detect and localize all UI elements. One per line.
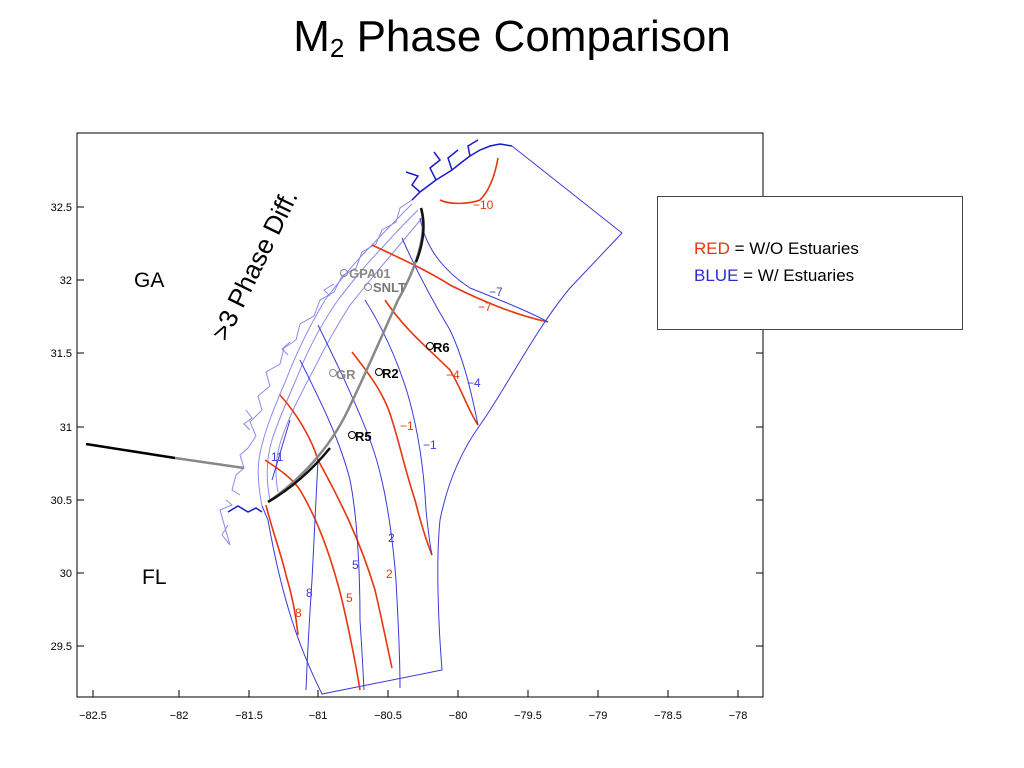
- pointer-line: [85, 442, 176, 460]
- station-label: GR: [336, 367, 356, 382]
- legend-red-row: RED = W/O Estuaries: [694, 239, 859, 259]
- phase-diff-boundary: [267, 207, 425, 504]
- x-tick-label: −80.5: [374, 710, 402, 722]
- red-contour-labels: −10 −7 −4 −1 2 5 8: [295, 198, 494, 620]
- blue-contour-labels: −7 −4 −1 2 5 8 11: [271, 285, 503, 600]
- blue-contours: [271, 217, 549, 691]
- red-contour-label: 2: [386, 567, 393, 581]
- page-title: M2 Phase Comparison: [293, 12, 731, 63]
- legend-red-word: RED: [694, 239, 730, 258]
- red-contour-label: 5: [346, 591, 353, 605]
- legend-blue-row: BLUE = W/ Estuaries: [694, 266, 854, 286]
- red-contours: [264, 157, 549, 691]
- x-tick-label: −80: [449, 710, 468, 722]
- station-label: GPA01: [349, 266, 391, 281]
- x-tick-label: −82.5: [79, 710, 107, 722]
- plot-frame: [76, 132, 764, 698]
- x-tick-label: −82: [170, 710, 189, 722]
- x-tick-label: −78.5: [654, 710, 682, 722]
- station-label: R5: [355, 429, 372, 444]
- station-marker: [329, 369, 337, 377]
- stations: GPA01 SNLT R6 GR R2 R5: [329, 266, 450, 444]
- blue-contour-label: 11: [271, 450, 284, 464]
- x-tick-label: −78: [729, 710, 748, 722]
- station-label: SNLT: [373, 280, 406, 295]
- blue-contour-label: 2: [388, 531, 395, 545]
- legend-blue-text: = W/ Estuaries: [738, 266, 855, 285]
- x-tick-label: −81: [309, 710, 328, 722]
- blue-contour-label: −1: [423, 438, 437, 452]
- state-label-ga: GA: [134, 269, 165, 292]
- red-contour-label: −10: [473, 198, 494, 212]
- station-marker: [364, 283, 372, 291]
- red-contour-label: 8: [295, 606, 302, 620]
- blue-contour-label: 8: [306, 586, 313, 600]
- blue-contour-label: −4: [467, 376, 481, 390]
- y-tick-label: 31.5: [51, 348, 72, 360]
- x-tick-label: −79.5: [514, 710, 542, 722]
- legend: RED = W/O Estuaries BLUE = W/ Estuaries: [657, 196, 963, 330]
- red-contour-label: −7: [478, 300, 492, 314]
- station-marker: [426, 342, 434, 350]
- blue-contour-label: −7: [489, 285, 503, 299]
- x-axis: [92, 690, 739, 697]
- y-tick-label: 32: [60, 275, 72, 287]
- pointer-line-gray: [174, 456, 245, 470]
- estuary-rivers: [227, 139, 513, 513]
- red-contour-label: −1: [400, 419, 414, 433]
- coastline: [219, 199, 423, 546]
- station-marker: [348, 431, 356, 439]
- station-marker: [340, 269, 348, 277]
- blue-contour-label: 5: [352, 558, 359, 572]
- phase-diff-boundary-dark: [267, 207, 425, 504]
- red-contour-label: −4: [446, 368, 460, 382]
- domain-boundary: [261, 145, 623, 695]
- y-tick-label: 30: [60, 568, 72, 580]
- x-tick-label: −79: [589, 710, 608, 722]
- x-tick-labels: −82.5 −82 −81.5 −81 −80.5 −80 −79.5 −79 …: [79, 710, 747, 722]
- y-tick-labels: 29.5 30 30.5 31 31.5 32 32.5: [51, 202, 72, 653]
- station-label: R6: [433, 340, 450, 355]
- legend-red-text: = W/O Estuaries: [729, 239, 859, 258]
- y-tick-label: 30.5: [51, 495, 72, 507]
- y-tick-label: 32.5: [51, 202, 72, 214]
- y-tick-label: 29.5: [51, 641, 72, 653]
- legend-blue-word: BLUE: [694, 266, 739, 285]
- x-tick-label: −81.5: [235, 710, 263, 722]
- station-marker: [375, 368, 383, 376]
- state-label-fl: FL: [142, 566, 167, 589]
- y-tick-label: 31: [60, 422, 72, 434]
- station-label: R2: [382, 366, 399, 381]
